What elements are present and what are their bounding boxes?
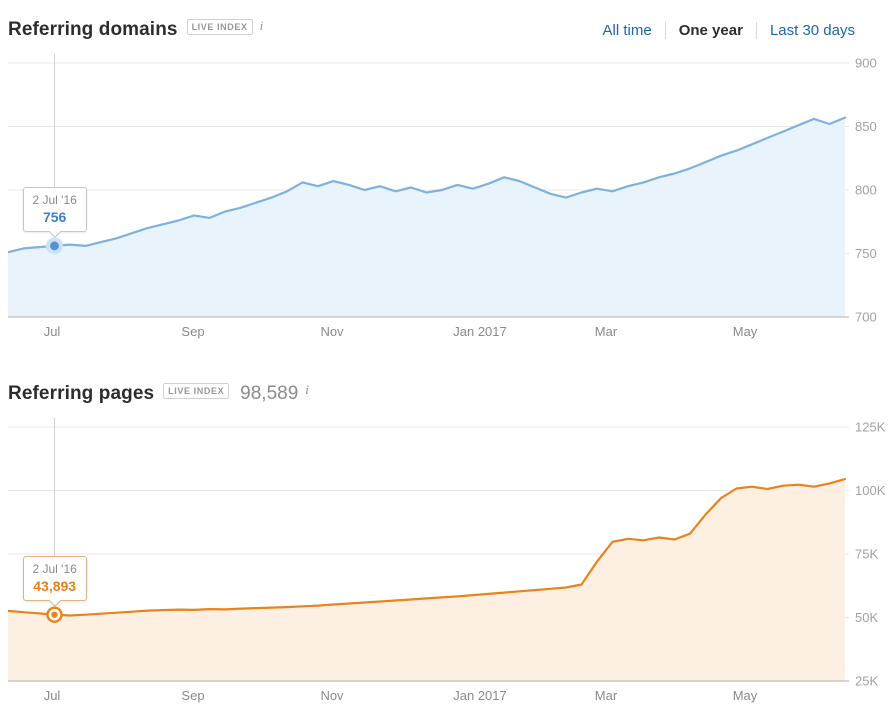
tooltip-value: 43,893	[33, 577, 77, 594]
y-axis-label: 100K	[855, 483, 886, 498]
x-axis-label: Sep	[181, 688, 204, 703]
x-axis-label: May	[733, 688, 758, 703]
referring-pages-chart[interactable]: 25K 50K 75K 100K 125K Jul Sep Nov Jan 2017 Mar May…	[8, 416, 891, 714]
live-index-badge: LIVE INDEX	[163, 383, 230, 399]
x-axis-label: Mar	[595, 688, 618, 703]
referring-domains-title: Referring domains	[8, 19, 178, 40]
referring-domains-header: Referring domains LIVE INDEX i All time …	[8, 10, 883, 50]
y-axis-label: 50K	[855, 610, 878, 625]
referring-domains-chart-svg[interactable]: 700 750 800 850 900 Jul Sep Nov Jan 2017 Mar May	[8, 52, 891, 350]
range-last-30-days[interactable]: Last 30 days	[769, 21, 855, 39]
referring-pages-section: Referring pages LIVE INDEX 98,589 i 25K 5…	[8, 374, 886, 714]
y-axis-label: 850	[855, 119, 877, 134]
info-icon[interactable]: i	[259, 17, 264, 33]
x-axis-label: Nov	[320, 688, 344, 703]
y-axis-label: 125K	[855, 420, 886, 435]
x-axis-label: Mar	[595, 324, 618, 339]
x-axis-label: Nov	[320, 324, 344, 339]
time-range-selector: All time One year Last 30 days	[602, 21, 883, 39]
tooltip-date: 2 Jul '16	[32, 192, 77, 207]
tooltip-value: 756	[42, 208, 67, 225]
range-all-time[interactable]: All time	[602, 21, 652, 39]
referring-domains-chart[interactable]: 700 750 800 850 900 Jul Sep Nov Jan 2017 Mar May 2…	[8, 52, 891, 350]
referring-pages-header: Referring pages LIVE INDEX 98,589 i	[8, 374, 883, 414]
range-one-year[interactable]: One year	[678, 21, 743, 39]
series-line	[8, 116, 847, 254]
data-point-marker[interactable]	[51, 611, 58, 618]
series-area	[8, 479, 845, 681]
x-axis-label: Jan 2017	[453, 324, 507, 339]
tooltip-date: 2 Jul '16	[32, 561, 77, 576]
y-axis-label: 800	[855, 183, 877, 198]
range-divider	[664, 21, 666, 39]
data-point-marker[interactable]	[50, 241, 59, 251]
y-axis-label: 700	[855, 310, 877, 325]
y-axis-label: 900	[855, 56, 877, 71]
referring-pages-total: 98,589	[240, 383, 299, 404]
x-axis-label: Sep	[181, 324, 204, 339]
referring-pages-title: Referring pages	[8, 383, 155, 404]
x-axis-label: May	[733, 324, 758, 339]
y-axis-label: 750	[855, 246, 877, 261]
referring-pages-chart-svg[interactable]: 25K 50K 75K 100K 125K Jul Sep Nov Jan 2017 Mar May	[8, 416, 891, 714]
x-axis-label: Jul	[44, 324, 61, 339]
series-area	[8, 117, 845, 317]
range-divider	[755, 21, 757, 39]
y-axis-label: 75K	[855, 547, 878, 562]
referring-domains-section: Referring domains LIVE INDEX i All time …	[8, 10, 883, 350]
series-line	[8, 478, 847, 617]
x-axis-label: Jul	[44, 688, 61, 703]
referring-domains-tooltip: 2 Jul '16 756	[22, 186, 87, 232]
live-index-badge: LIVE INDEX	[186, 19, 253, 35]
info-icon[interactable]: i	[305, 381, 309, 397]
x-axis-label: Jan 2017	[453, 688, 507, 703]
referring-pages-tooltip: 2 Jul '16 43,893	[22, 555, 87, 601]
y-axis-label: 25K	[855, 674, 878, 689]
